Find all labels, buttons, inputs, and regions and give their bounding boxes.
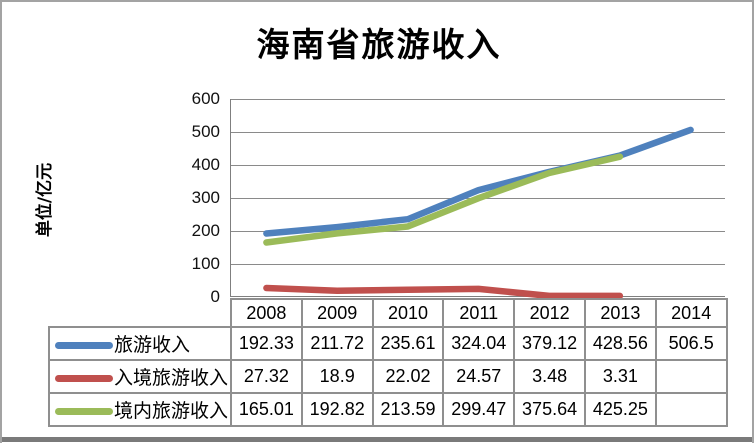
table-cell: 27.32 xyxy=(230,359,303,394)
year-header: 2014 xyxy=(654,298,728,328)
table-cell: 428.56 xyxy=(583,326,657,361)
gridline xyxy=(231,231,725,232)
table-cell: 211.72 xyxy=(300,326,374,361)
table-cell: 165.01 xyxy=(230,392,303,427)
year-header: 2008 xyxy=(230,298,303,328)
table-cell: 22.02 xyxy=(371,359,445,394)
table-cell: 213.59 xyxy=(371,392,445,427)
table-cell: 375.64 xyxy=(513,392,586,427)
table-header-row: 2008 2009 2010 2011 2012 2013 2014 xyxy=(49,298,728,328)
y-tick-label: 400 xyxy=(191,155,220,174)
table-cell: 299.47 xyxy=(442,392,516,427)
y-tick-label: 300 xyxy=(191,188,220,207)
table-cell xyxy=(654,392,728,427)
year-header: 2012 xyxy=(513,298,586,328)
table-row: 境内旅游收入 165.01 192.82 213.59 299.47 375.6… xyxy=(48,392,728,427)
table-cell: 235.61 xyxy=(371,326,445,361)
y-tick-label: 500 xyxy=(191,122,220,141)
table-cell: 425.25 xyxy=(583,392,657,427)
y-tick-label: 600 xyxy=(191,89,220,108)
year-header: 2009 xyxy=(300,298,374,328)
series-line-2 xyxy=(263,153,624,246)
y-tick-label: 100 xyxy=(191,254,220,273)
series-swatch-icon xyxy=(55,374,113,382)
table-cell: 3.31 xyxy=(583,359,657,394)
gridline xyxy=(231,132,725,133)
year-header: 2011 xyxy=(442,298,516,328)
chart-title: 海南省旅游收入 xyxy=(256,25,502,64)
series-swatch-icon xyxy=(55,407,113,415)
y-axis-title: 单位/亿元 xyxy=(35,162,55,238)
gridline xyxy=(231,99,725,100)
legend-item: 入境旅游收入 xyxy=(48,359,232,394)
series-label: 旅游收入 xyxy=(114,334,191,356)
table-cell: 324.04 xyxy=(442,326,516,361)
table-cell: 192.82 xyxy=(300,392,374,427)
line-series xyxy=(263,126,694,300)
series-label: 境内旅游收入 xyxy=(114,400,229,422)
series-line-1 xyxy=(263,284,624,300)
gridline xyxy=(231,165,725,166)
table-cell: 3.48 xyxy=(513,359,586,394)
table-cell xyxy=(654,359,728,394)
gridline xyxy=(231,264,725,265)
y-tick-label: 200 xyxy=(191,221,220,240)
series-label: 入境旅游收入 xyxy=(114,367,229,389)
table-cell: 192.33 xyxy=(230,326,303,361)
legend-item: 旅游收入 xyxy=(48,326,232,361)
series-swatch-icon xyxy=(55,341,113,349)
table-cell: 18.9 xyxy=(300,359,374,394)
table-corner-spacer xyxy=(49,299,231,327)
year-header: 2013 xyxy=(583,298,657,328)
plot-area xyxy=(230,99,725,300)
table-cell: 506.5 xyxy=(654,326,728,361)
legend-item: 境内旅游收入 xyxy=(48,392,232,427)
y-tick-label: 0 xyxy=(210,287,220,306)
table-row: 入境旅游收入 27.32 18.9 22.02 24.57 3.48 3.31 xyxy=(48,359,728,394)
series-line-0 xyxy=(263,126,694,237)
year-header: 2010 xyxy=(371,298,445,328)
data-table: 2008 2009 2010 2011 2012 2013 2014 旅游收入 … xyxy=(48,298,728,427)
table-cell: 24.57 xyxy=(442,359,516,394)
table-row: 旅游收入 192.33 211.72 235.61 324.04 379.12 … xyxy=(48,326,728,361)
table-cell: 379.12 xyxy=(513,326,586,361)
frame-bottom-edge xyxy=(2,437,752,442)
